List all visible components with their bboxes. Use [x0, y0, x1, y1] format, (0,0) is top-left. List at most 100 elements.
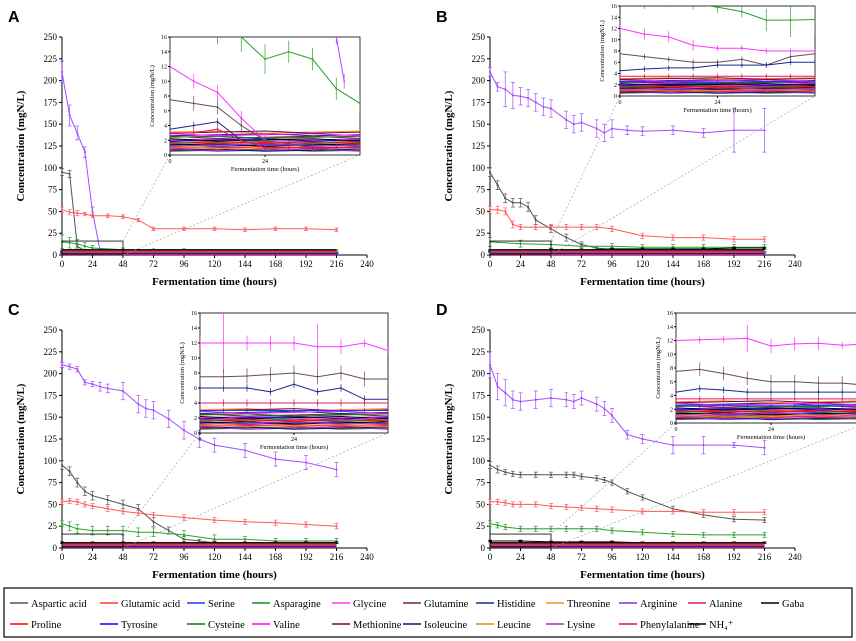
y-tick-label: 0	[481, 543, 486, 553]
legend-label: Leucine	[497, 620, 531, 631]
y-tick-label: 150	[472, 119, 486, 129]
inset-y-axis-title: Concentration (mgN/L)	[179, 342, 186, 404]
inset-low-series-line	[170, 148, 360, 152]
inset-data-marker	[722, 404, 725, 407]
data-point	[640, 434, 645, 444]
data-marker	[511, 472, 514, 475]
y-tick-label: 50	[48, 499, 58, 509]
inset-data-marker	[363, 402, 366, 404]
data-marker	[152, 531, 155, 534]
data-point	[503, 379, 508, 407]
inset-data-marker	[620, 81, 621, 83]
data-marker	[732, 238, 736, 241]
series-line	[61, 209, 337, 231]
inset-data-marker	[287, 143, 290, 145]
inset-data-marker	[722, 398, 725, 400]
legend-item: Arginine	[619, 599, 677, 610]
series-line	[489, 241, 765, 248]
data-marker	[496, 85, 499, 88]
inset-data-marker	[269, 373, 272, 376]
inset-y-tick-label: 0	[614, 94, 617, 100]
y-tick-label: 100	[44, 456, 58, 466]
inset-y-tick-label: 14	[191, 326, 197, 332]
inset-data-marker	[387, 402, 388, 404]
y-tick-label: 250	[44, 32, 58, 42]
data-marker	[91, 529, 94, 532]
data-marker	[572, 400, 575, 403]
data-point	[762, 509, 767, 516]
data-point	[182, 514, 186, 521]
data-marker	[68, 470, 71, 473]
inset-data-marker	[740, 47, 743, 50]
data-marker	[83, 490, 86, 493]
y-tick-label: 50	[476, 206, 486, 216]
data-point	[549, 99, 553, 118]
data-marker	[106, 214, 109, 217]
inset-y-tick-label: 6	[164, 109, 167, 115]
legend-label: Histidine	[497, 599, 536, 610]
data-point	[90, 490, 95, 501]
zoom-region	[61, 533, 124, 549]
data-marker	[121, 215, 125, 218]
inset-data-marker	[340, 372, 342, 374]
legend-item: Histidine	[476, 599, 536, 610]
data-point	[90, 381, 95, 388]
data-marker	[91, 246, 94, 250]
inset-data-marker	[200, 387, 201, 389]
data-point	[495, 522, 500, 529]
inset-series-line	[335, 37, 345, 82]
data-point	[488, 67, 492, 77]
data-marker	[519, 225, 522, 229]
inset-data-marker	[698, 368, 701, 371]
data-point	[60, 206, 64, 213]
y-axis-title: Concentration (mgN/L)	[443, 90, 455, 201]
inset-data-marker	[619, 0, 621, 1]
data-point	[121, 508, 125, 515]
data-point	[526, 202, 531, 212]
inset-data-marker	[841, 344, 844, 347]
inset-data-marker	[264, 58, 266, 61]
inset-data-marker	[293, 402, 295, 404]
x-tick-label: 48	[119, 259, 129, 269]
inset-data-marker	[692, 66, 695, 69]
data-marker	[549, 505, 553, 508]
inset-data-marker	[765, 64, 768, 66]
series-arginine	[60, 361, 339, 477]
data-point	[151, 511, 156, 518]
data-point	[495, 180, 500, 190]
data-point	[121, 381, 125, 401]
inset-y-tick-label: 14	[161, 50, 167, 56]
inset-x-tick-label: 0	[169, 159, 172, 165]
x-tick-label: 0	[488, 259, 493, 269]
x-tick-label: 144	[238, 259, 252, 269]
inset-data-marker	[740, 58, 743, 61]
y-tick-label: 150	[44, 119, 58, 129]
data-marker	[641, 531, 644, 534]
data-marker	[99, 385, 102, 388]
data-marker	[542, 105, 545, 108]
data-marker	[83, 381, 86, 384]
data-point	[60, 498, 64, 505]
inset-data-marker	[692, 3, 694, 5]
inset-y-tick-label: 8	[194, 371, 197, 377]
data-marker	[496, 208, 499, 211]
y-tick-label: 225	[44, 54, 58, 64]
data-point	[564, 224, 569, 231]
data-marker	[121, 389, 125, 393]
data-marker	[534, 473, 537, 476]
y-tick-label: 175	[472, 390, 486, 400]
data-point	[495, 205, 500, 214]
data-point	[90, 213, 95, 218]
data-point	[243, 227, 247, 232]
data-marker	[76, 212, 79, 215]
series-arginine	[60, 61, 110, 255]
inset-data-marker	[722, 389, 725, 391]
data-marker	[534, 503, 537, 506]
y-tick-label: 125	[472, 141, 486, 151]
inset-x-tick-label: 24	[262, 159, 268, 165]
data-marker	[488, 70, 492, 73]
inset-series-serine	[676, 403, 856, 408]
data-point	[75, 366, 80, 373]
data-marker	[182, 533, 186, 537]
inset-data-marker	[667, 66, 670, 69]
